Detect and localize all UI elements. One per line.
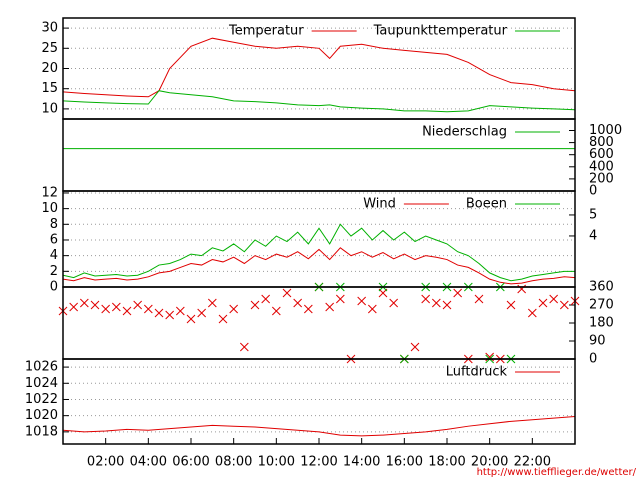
point <box>303 304 313 314</box>
x-tick-label: 08:00 <box>215 455 252 470</box>
x-tick-label: 16:00 <box>386 455 423 470</box>
y-tick-label: 15 <box>41 81 58 96</box>
y-tick-label: 20 <box>41 61 58 76</box>
y-tick-label: 25 <box>41 41 58 56</box>
panel-frame <box>62 358 576 445</box>
point <box>154 308 164 318</box>
point <box>559 300 569 310</box>
point <box>197 308 207 318</box>
y-tick-label: 1024 <box>25 376 58 391</box>
y2-tick-label: 5 <box>589 207 597 222</box>
y2-tick-label: 800 <box>589 135 614 150</box>
point <box>389 298 399 308</box>
y-tick-label: 1022 <box>25 392 58 407</box>
point <box>282 288 292 298</box>
y-tick-label: 4 <box>50 248 58 263</box>
point <box>207 298 217 308</box>
point <box>325 302 335 312</box>
point <box>506 300 516 310</box>
point <box>474 294 484 304</box>
y-tick-label: 1026 <box>25 360 58 375</box>
point <box>527 308 537 318</box>
point <box>271 306 281 316</box>
point <box>538 298 548 308</box>
footer-url: http://www.tiefflieger.de/wetter/ <box>477 467 637 478</box>
point <box>293 298 303 308</box>
y2-tick-label: 600 <box>589 147 614 162</box>
y-tick-label: 0 <box>50 280 58 295</box>
y-tick-label: 2 <box>50 264 58 279</box>
series-line <box>62 247 576 285</box>
x-tick-label: 06:00 <box>172 455 209 470</box>
point <box>431 298 441 308</box>
point <box>250 300 260 310</box>
point <box>101 304 111 314</box>
legend-label: Niederschlag <box>422 125 507 140</box>
y-tick-label: 12 <box>41 185 58 200</box>
y-tick-label: 10 <box>41 101 58 116</box>
y2-tick-label: 0 <box>589 352 597 367</box>
point <box>165 310 175 320</box>
legend-label: Boeen <box>466 197 507 212</box>
y-tick-label: 1018 <box>25 424 58 439</box>
point <box>261 294 271 304</box>
point <box>186 314 196 324</box>
y-tick-label: 8 <box>50 217 58 232</box>
y-tick-label: 6 <box>50 232 58 247</box>
point <box>143 304 153 314</box>
series-line <box>62 223 575 282</box>
series-line <box>62 37 576 98</box>
y2-tick-label: 400 <box>589 159 614 174</box>
legend-label: Wind <box>363 197 396 212</box>
point <box>218 314 228 324</box>
point <box>69 302 79 312</box>
x-tick-label: 02:00 <box>87 455 124 470</box>
point <box>549 294 559 304</box>
point <box>175 306 185 316</box>
y2-tick-label: 360 <box>589 280 614 295</box>
point <box>453 288 463 298</box>
point <box>229 304 239 314</box>
y-tick-label: 30 <box>41 21 58 36</box>
y2-tick-label: 4 <box>589 228 597 243</box>
point <box>357 296 367 306</box>
legend-label: Temperatur <box>228 24 304 39</box>
legend-label: Luftdruck <box>446 365 508 380</box>
y2-tick-label: 1000 <box>589 123 622 138</box>
point <box>90 300 100 310</box>
point <box>410 342 420 352</box>
point <box>442 300 452 310</box>
x-tick-label: 14:00 <box>343 455 380 470</box>
point <box>122 306 132 316</box>
x-tick-label: 20:00 <box>471 455 508 470</box>
y2-tick-label: 90 <box>589 334 606 349</box>
y2-tick-label: 0 <box>589 184 597 199</box>
point <box>133 300 143 310</box>
x-tick-label: 10:00 <box>258 455 295 470</box>
x-tick-label: 12:00 <box>300 455 337 470</box>
legend-label: Taupunkttemperatur <box>373 24 508 39</box>
y2-tick-label: 200 <box>589 171 614 186</box>
x-tick-label: 18:00 <box>428 455 465 470</box>
point <box>421 294 431 304</box>
point <box>111 302 121 312</box>
y2-tick-label: 180 <box>589 316 614 331</box>
series-line <box>62 90 576 113</box>
y2-tick-label: 270 <box>589 298 614 313</box>
x-tick-label: 04:00 <box>130 455 167 470</box>
point <box>335 294 345 304</box>
point <box>79 298 89 308</box>
y-tick-label: 10 <box>41 201 58 216</box>
point <box>239 342 249 352</box>
x-tick-label: 22:00 <box>514 455 551 470</box>
point <box>367 304 377 314</box>
series-line <box>62 415 576 437</box>
y-tick-label: 1020 <box>25 408 58 423</box>
